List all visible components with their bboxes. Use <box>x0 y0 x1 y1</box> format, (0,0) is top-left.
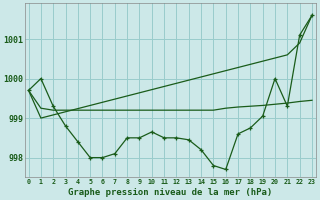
X-axis label: Graphe pression niveau de la mer (hPa): Graphe pression niveau de la mer (hPa) <box>68 188 272 197</box>
